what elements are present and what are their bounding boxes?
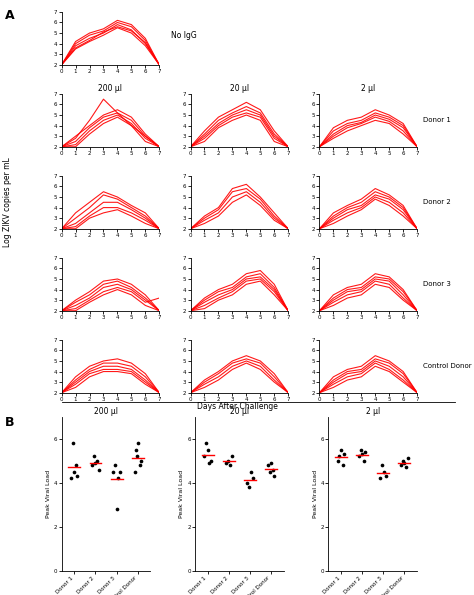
Point <box>266 467 273 477</box>
Text: Days After Challenge: Days After Challenge <box>197 402 277 411</box>
Point <box>89 461 96 470</box>
Point <box>336 452 343 461</box>
Point <box>249 474 257 483</box>
Point <box>133 452 141 461</box>
Text: A: A <box>5 9 14 22</box>
Text: Log ZIKV copies per mL: Log ZIKV copies per mL <box>3 158 11 247</box>
Point <box>204 445 211 455</box>
Point <box>95 465 102 474</box>
Point <box>399 456 407 465</box>
Y-axis label: Peak Viral Load: Peak Viral Load <box>46 470 51 518</box>
Point <box>93 456 101 465</box>
Point <box>73 471 81 481</box>
Point <box>378 461 386 470</box>
Title: 20 μl: 20 μl <box>230 407 249 416</box>
Text: Donor 1: Donor 1 <box>423 117 451 123</box>
Point <box>267 458 275 468</box>
Text: Donor 3: Donor 3 <box>423 281 451 287</box>
Point <box>109 467 117 477</box>
Point <box>113 505 120 514</box>
Point <box>358 449 366 459</box>
Point <box>111 461 119 470</box>
Point <box>69 439 76 448</box>
Point <box>91 458 99 468</box>
Point <box>245 483 253 492</box>
Text: B: B <box>5 416 14 430</box>
Point <box>114 474 122 483</box>
Text: Control Donor: Control Donor <box>423 364 472 369</box>
Point <box>137 456 145 465</box>
Point <box>355 452 363 461</box>
Point <box>381 467 388 477</box>
Text: Donor 2: Donor 2 <box>423 199 451 205</box>
Point <box>247 467 255 477</box>
Point <box>116 467 124 477</box>
Point <box>334 456 342 465</box>
Point <box>340 449 348 459</box>
Point <box>226 461 234 470</box>
Point <box>207 456 215 465</box>
Point <box>383 471 390 481</box>
Point <box>376 474 384 483</box>
Title: 2 μl: 2 μl <box>365 407 380 416</box>
Point <box>271 471 278 481</box>
Point <box>205 458 213 468</box>
Y-axis label: Peak Viral Load: Peak Viral Load <box>313 470 318 518</box>
Point <box>360 456 367 465</box>
Point <box>404 454 411 464</box>
Point <box>72 461 80 470</box>
Point <box>224 456 231 465</box>
Point <box>202 439 210 448</box>
Point <box>269 465 276 474</box>
Point <box>339 461 346 470</box>
Point <box>264 461 272 470</box>
Text: No IgG: No IgG <box>171 31 197 40</box>
Point <box>402 462 410 472</box>
Point <box>362 447 369 456</box>
Title: 2 μl: 2 μl <box>361 84 375 93</box>
Point <box>90 452 98 461</box>
Y-axis label: Peak Viral Load: Peak Viral Load <box>180 470 184 518</box>
Point <box>132 445 140 455</box>
Title: 20 μl: 20 μl <box>230 84 249 93</box>
Point <box>228 452 236 461</box>
Point <box>243 478 251 487</box>
Point <box>201 452 208 461</box>
Point <box>131 467 138 477</box>
Point <box>136 461 144 470</box>
Point <box>222 458 229 468</box>
Point <box>401 458 408 468</box>
Point <box>67 474 75 483</box>
Point <box>71 467 78 477</box>
Title: 200 μl: 200 μl <box>99 84 122 93</box>
Point <box>135 439 142 448</box>
Point <box>357 445 365 455</box>
Title: 200 μl: 200 μl <box>94 407 118 416</box>
Point <box>398 461 405 470</box>
Point <box>337 445 345 455</box>
